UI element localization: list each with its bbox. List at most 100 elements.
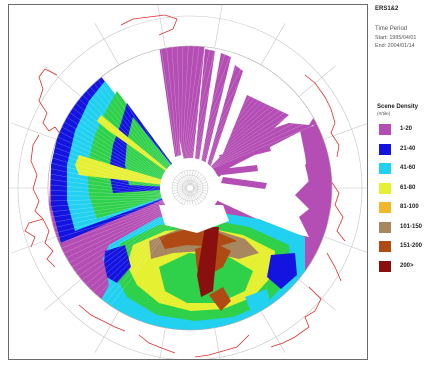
legend-swatch (379, 202, 391, 213)
swath-line (97, 69, 167, 170)
pole-meridian (176, 189, 188, 200)
swath-line (212, 120, 325, 169)
swath-line (111, 59, 169, 168)
legend-label: 101-150 (400, 223, 423, 230)
swath-line (76, 89, 164, 175)
swath-line (159, 46, 178, 162)
swath-line (127, 51, 172, 165)
swath-line (48, 197, 162, 202)
legend-label: 81-100 (400, 204, 419, 210)
pole-meridian (192, 189, 206, 198)
swath (195, 49, 215, 161)
swath-line (165, 46, 179, 161)
swath-line (48, 195, 162, 198)
swath-line (88, 76, 166, 172)
swath-line (91, 214, 177, 302)
swath-line (199, 61, 271, 160)
pole-meridian (186, 190, 190, 206)
map-frame (8, 4, 368, 360)
legend-swatch (379, 143, 391, 155)
swath-line (211, 115, 322, 168)
swath-line (132, 49, 173, 165)
pole-meridian (192, 176, 204, 187)
legend-label: 61-80 (400, 184, 416, 191)
swath-line (48, 178, 161, 194)
swath-line (48, 201, 164, 225)
legend-item: 101-150 (379, 221, 439, 234)
swath-line (48, 172, 161, 193)
swath-line (48, 189, 162, 197)
swath-line (195, 52, 256, 159)
swath-line (206, 87, 302, 164)
swath-line (200, 64, 276, 161)
coastline-europe (304, 74, 340, 158)
legend-swatch (379, 260, 391, 272)
time-period-end: End: 2004/01/14 (375, 43, 415, 49)
swath-line (93, 73, 166, 171)
swath-line (49, 204, 166, 241)
swath (206, 65, 243, 171)
swath-line (65, 210, 171, 272)
pole-meridian (192, 188, 208, 192)
info-panel: ERS1&2 Time Period Start: 1995/04/01 End… (375, 4, 439, 360)
pole-meridian (192, 189, 204, 200)
pole-latitude (181, 179, 199, 197)
legend-swatch (379, 163, 391, 174)
swath-line (54, 122, 161, 183)
pole-meridian (190, 170, 194, 186)
swath (221, 177, 267, 189)
pole-meridian (190, 171, 197, 186)
swath-line (48, 203, 165, 236)
swath-line (154, 46, 177, 162)
swath-line (191, 46, 235, 159)
coastline-asia (194, 334, 250, 358)
pole-meridian (180, 172, 189, 186)
swath-line (102, 66, 168, 169)
legend-label: 41-60 (400, 165, 416, 171)
swath-line (207, 91, 306, 164)
legend-label: 1-20 (400, 126, 413, 132)
swath-line (192, 46, 240, 159)
swath-line (48, 160, 161, 191)
pole-meridian (183, 171, 190, 186)
coverage-area (48, 46, 332, 330)
end-label: End: (375, 43, 387, 49)
coastline-east (326, 252, 342, 282)
swath-line (48, 183, 161, 195)
swath-line (66, 102, 162, 178)
legend-item: 41-60 (379, 163, 439, 175)
swath (201, 53, 231, 165)
legend-swatch (379, 241, 391, 252)
swath-line (184, 46, 201, 159)
start-value: 1995/04/01 (389, 35, 417, 41)
swath-line (48, 200, 164, 219)
coastline-greenland (120, 14, 178, 36)
swath-line (48, 144, 161, 187)
swath-line (116, 56, 170, 167)
swath-line (203, 75, 290, 162)
swath-line (71, 211, 172, 281)
pole-meridian (191, 172, 200, 186)
swath-line (100, 215, 179, 309)
coastline-north-america (30, 134, 56, 268)
swath-line (171, 46, 180, 161)
swath-line (202, 71, 285, 161)
legend-label: 21-40 (400, 145, 416, 152)
swath-line (209, 100, 313, 166)
swath-line (182, 46, 190, 160)
swath-line (187, 46, 218, 159)
mission-title: ERS1&2 (375, 6, 399, 12)
swath-line (84, 80, 165, 173)
pole-meridian (191, 190, 202, 202)
legend-label: 151-200 (400, 243, 423, 249)
coverage-high-density-bottom (69, 211, 305, 330)
legend-item: 61-80 (379, 182, 439, 195)
swath-line (205, 83, 298, 163)
swath-line (59, 208, 169, 262)
swath-line (194, 50, 251, 159)
swath-line (210, 110, 319, 167)
swath-line (198, 58, 266, 160)
pole-meridian (172, 184, 188, 188)
swath-line (48, 199, 163, 213)
swath-line (48, 166, 161, 192)
